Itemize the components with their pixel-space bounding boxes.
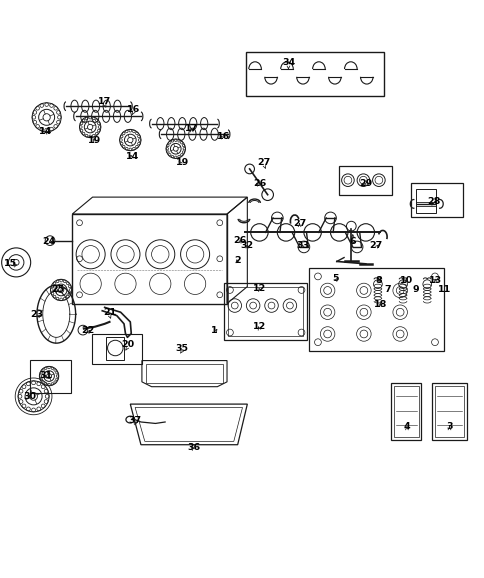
Text: 13: 13 — [428, 276, 441, 285]
Bar — [309, 268, 443, 351]
Text: 24: 24 — [42, 237, 56, 246]
Text: 20: 20 — [121, 340, 134, 349]
Text: 18: 18 — [373, 300, 386, 309]
Text: 8: 8 — [375, 276, 381, 285]
Text: 27: 27 — [368, 241, 381, 250]
Text: 3: 3 — [445, 423, 452, 431]
Text: 26: 26 — [252, 179, 266, 188]
Text: 4: 4 — [403, 423, 409, 431]
Text: 12: 12 — [253, 284, 266, 292]
Text: 9: 9 — [411, 284, 418, 294]
Text: 25: 25 — [51, 286, 64, 294]
Text: 30: 30 — [23, 392, 36, 401]
Text: 23: 23 — [30, 310, 44, 318]
Text: 26: 26 — [232, 236, 246, 245]
Text: 11: 11 — [437, 284, 450, 294]
Text: 16: 16 — [127, 105, 140, 114]
Text: 28: 28 — [426, 198, 439, 206]
Bar — [391, 383, 421, 440]
Text: 12: 12 — [252, 322, 266, 331]
Text: 17: 17 — [185, 124, 198, 133]
Text: 21: 21 — [103, 307, 116, 317]
Text: 36: 36 — [187, 443, 200, 452]
Text: 15: 15 — [4, 260, 17, 268]
Bar — [146, 364, 223, 383]
Text: 16: 16 — [216, 132, 229, 141]
Text: 32: 32 — [240, 241, 254, 250]
Bar — [338, 166, 392, 195]
Text: 29: 29 — [359, 179, 372, 188]
Text: 34: 34 — [281, 58, 294, 67]
Text: 2: 2 — [234, 257, 241, 265]
Text: 22: 22 — [81, 325, 94, 335]
Text: 6: 6 — [349, 237, 355, 246]
Text: 17: 17 — [98, 97, 111, 106]
Text: 5: 5 — [332, 274, 338, 283]
Text: 7: 7 — [383, 284, 390, 294]
Bar — [30, 360, 71, 393]
Bar — [431, 383, 466, 440]
Text: 27: 27 — [292, 219, 305, 228]
Text: 31: 31 — [39, 370, 52, 380]
Bar — [246, 52, 383, 95]
Text: 19: 19 — [175, 158, 188, 167]
Bar — [91, 334, 142, 364]
Text: 19: 19 — [88, 136, 102, 144]
Text: 1: 1 — [211, 325, 217, 335]
Text: 37: 37 — [128, 416, 141, 425]
Text: 10: 10 — [399, 276, 413, 285]
Text: 14: 14 — [39, 127, 52, 136]
Bar — [106, 337, 124, 360]
Text: 35: 35 — [175, 343, 188, 353]
Text: 14: 14 — [126, 151, 139, 161]
Bar — [227, 287, 303, 336]
Text: 33: 33 — [296, 241, 309, 250]
Bar — [434, 386, 463, 436]
Bar — [415, 190, 435, 213]
Text: 27: 27 — [257, 158, 271, 167]
Bar — [72, 214, 227, 303]
Bar — [410, 183, 462, 217]
Bar — [224, 283, 307, 340]
Bar — [393, 386, 418, 436]
